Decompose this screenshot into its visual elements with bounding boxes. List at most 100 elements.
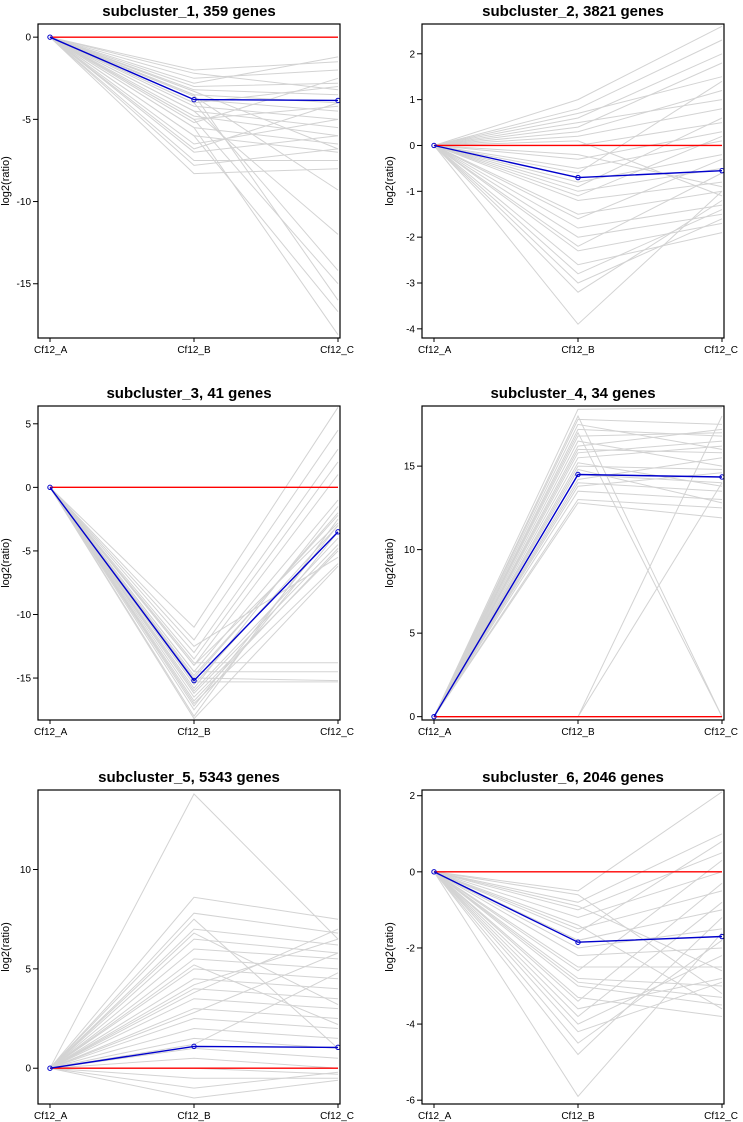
gene-profile-line bbox=[49, 932, 339, 1069]
chart-panel-4: subcluster_4, 34 genes 0 5 10 15 Cf12_A Cf12_B… bbox=[384, 385, 738, 738]
y-tick-label: 10 bbox=[20, 865, 32, 876]
gene-profile-line bbox=[49, 487, 339, 702]
gene-profile-line bbox=[49, 912, 339, 1069]
gene-profile-line bbox=[49, 487, 339, 667]
gene-profile-line bbox=[433, 502, 723, 717]
y-axis-label: log2(ratio) bbox=[384, 538, 396, 588]
gene-profile-line bbox=[433, 871, 723, 949]
y-tick-label: -2 bbox=[406, 233, 415, 244]
gene-profile-line bbox=[433, 140, 723, 197]
gene-profile-line bbox=[49, 487, 338, 664]
gene-profile-line bbox=[49, 896, 339, 1069]
gene-profile-line bbox=[433, 432, 723, 717]
gene-profile-line bbox=[49, 487, 339, 647]
gene-profile-line bbox=[433, 145, 723, 183]
plot-frame bbox=[421, 405, 725, 721]
gene-profile-line bbox=[49, 988, 339, 1069]
plot-frame bbox=[421, 789, 725, 1105]
gene-profile-line bbox=[49, 36, 339, 124]
gene-profile-line bbox=[433, 117, 723, 188]
gene-profile-line bbox=[433, 871, 723, 1017]
gene-profile-line bbox=[433, 472, 723, 717]
plot-frame bbox=[37, 789, 341, 1105]
x-tick-label: Cf12_A bbox=[34, 727, 68, 738]
x-tick-label: Cf12_C bbox=[320, 345, 354, 356]
centroid-point bbox=[47, 34, 53, 40]
gene-profile-line bbox=[433, 39, 723, 146]
x-tick-label: Cf12_A bbox=[34, 345, 68, 356]
gene-profile-line bbox=[433, 871, 723, 1044]
gene-profile-line bbox=[433, 90, 723, 146]
gene-profile-line bbox=[49, 918, 339, 1069]
centroid-point bbox=[47, 1065, 53, 1071]
y-tick-label: -6 bbox=[406, 1096, 415, 1107]
gene-profile-line bbox=[433, 414, 723, 717]
gene-profile-line bbox=[49, 1067, 339, 1099]
gene-profile-line bbox=[433, 25, 723, 146]
centroid-line bbox=[433, 871, 723, 943]
gene-profile-line bbox=[433, 871, 722, 968]
gene-profile-line bbox=[49, 36, 339, 79]
gene-profile-line bbox=[433, 440, 723, 717]
gene-profile-line bbox=[433, 145, 723, 247]
gene-profile-line bbox=[433, 871, 723, 957]
gene-profile-line bbox=[49, 487, 339, 695]
gene-profile-line bbox=[49, 487, 339, 690]
gene-profile-line bbox=[433, 462, 723, 717]
gene-profile-line bbox=[433, 473, 723, 717]
centroid-line bbox=[49, 1045, 339, 1069]
centroid-line bbox=[49, 486, 339, 682]
gene-profile-line bbox=[49, 36, 339, 150]
y-tick-label: -4 bbox=[406, 324, 415, 335]
gene-profile-line bbox=[49, 952, 339, 1069]
gene-profile-line bbox=[49, 36, 339, 335]
gene-profile-line bbox=[433, 457, 723, 717]
gene-profile-line bbox=[49, 36, 339, 145]
gene-profile-line bbox=[49, 36, 339, 84]
centroid-line bbox=[49, 36, 339, 102]
gene-profile-line bbox=[433, 833, 723, 903]
centroid-point bbox=[47, 484, 53, 491]
centroid-point bbox=[335, 1044, 340, 1051]
centroid-point bbox=[431, 713, 437, 720]
gene-profile-line bbox=[49, 964, 339, 1069]
gene-profile-line bbox=[433, 145, 723, 202]
gene-profile-line bbox=[49, 36, 339, 153]
x-tick-label: Cf12_A bbox=[418, 727, 452, 738]
gene-profile-line bbox=[433, 871, 723, 919]
gene-profile-line bbox=[433, 423, 723, 717]
centroid-line bbox=[433, 144, 723, 179]
gene-profile-line bbox=[433, 145, 723, 275]
chart-title: subcluster_1, 359 genes bbox=[102, 3, 275, 20]
gene-profile-line bbox=[433, 468, 723, 717]
y-tick-label: -2 bbox=[406, 943, 415, 954]
gene-profile-line bbox=[49, 36, 339, 120]
y-tick-label: -15 bbox=[17, 279, 32, 290]
gene-profile-line bbox=[49, 1067, 338, 1079]
y-tick-label: -5 bbox=[22, 546, 31, 557]
centroid-point bbox=[575, 939, 581, 945]
centroid-point bbox=[431, 869, 437, 875]
gene-profile-line bbox=[433, 871, 723, 1002]
x-tick-label: Cf12_B bbox=[177, 345, 211, 356]
gene-profile-line bbox=[433, 490, 723, 717]
gene-profile-line bbox=[433, 80, 723, 174]
x-tick-label: Cf12_B bbox=[561, 1111, 595, 1122]
gene-profile-line bbox=[433, 445, 723, 717]
gene-profile-line bbox=[433, 145, 723, 252]
x-tick-label: Cf12_A bbox=[418, 1111, 452, 1122]
gene-profile-line bbox=[433, 448, 723, 717]
centroid-point bbox=[191, 1043, 197, 1050]
x-tick-label: Cf12_A bbox=[34, 1111, 68, 1122]
gene-profile-line bbox=[49, 928, 339, 1069]
y-tick-label: 2 bbox=[409, 791, 415, 802]
gene-profile-line bbox=[433, 99, 723, 146]
y-tick-label: -10 bbox=[17, 197, 32, 208]
gene-profile-line bbox=[49, 36, 339, 301]
gene-profile-line bbox=[49, 36, 339, 191]
chart-title: subcluster_3, 41 genes bbox=[106, 385, 271, 402]
gene-profile-line bbox=[49, 968, 339, 1069]
y-tick-label: 2 bbox=[409, 49, 415, 60]
